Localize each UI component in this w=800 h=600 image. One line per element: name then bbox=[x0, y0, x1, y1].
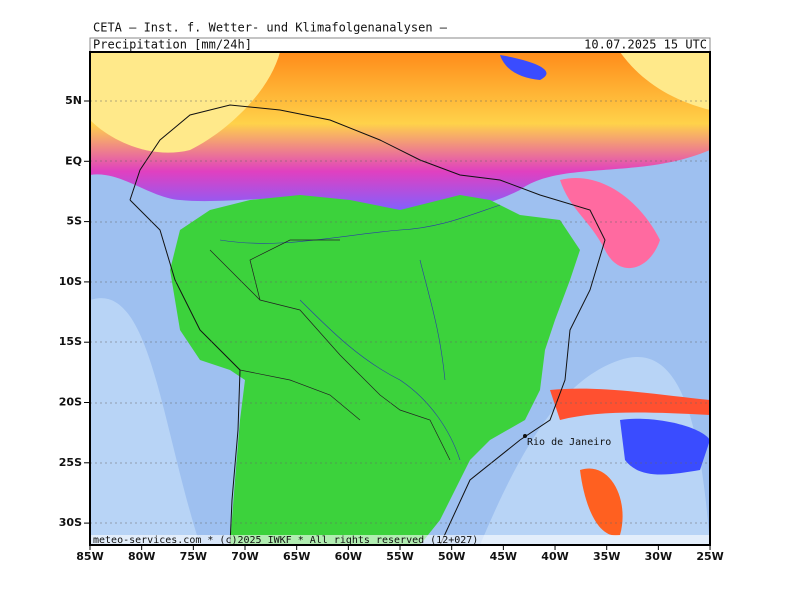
lon-label: 85W bbox=[76, 550, 103, 563]
rivers bbox=[219, 204, 501, 461]
lat-label: 20S bbox=[59, 396, 82, 409]
heavy-rain bbox=[620, 52, 710, 110]
footer-band bbox=[90, 535, 710, 545]
lon-label: 30W bbox=[645, 550, 672, 563]
valid-time: 10.07.2025 15 UTC bbox=[584, 38, 707, 52]
lon-label: 75W bbox=[180, 550, 207, 563]
dry-land bbox=[170, 195, 580, 545]
light-rain bbox=[90, 298, 200, 545]
rain-free-cell bbox=[500, 55, 547, 80]
lon-label: 25W bbox=[696, 550, 723, 563]
header-title: CETA – Inst. f. Wetter- und Klimafolgena… bbox=[93, 21, 448, 35]
heavy-rain bbox=[560, 178, 660, 269]
map-area: Rio de Janeiro meteo-services.com * (c)2… bbox=[90, 52, 710, 546]
axis-labels: 5N EQ 5S 10S 15S 20S 25S 30S 85W 80W 75W 70W 65W 60W 5… bbox=[59, 94, 724, 563]
heavy-rain bbox=[90, 52, 280, 153]
rain-free-cell bbox=[620, 418, 710, 475]
borders bbox=[209, 239, 451, 461]
coastline bbox=[129, 104, 606, 545]
lon-label: 55W bbox=[386, 550, 413, 563]
lon-label: 65W bbox=[283, 550, 310, 563]
lat-label: 30S bbox=[59, 516, 82, 529]
lat-label: 15S bbox=[59, 335, 82, 348]
copyright: meteo-services.com * (c)2025 IWKF * All … bbox=[93, 535, 478, 546]
lon-label: 50W bbox=[438, 550, 465, 563]
lat-label: EQ bbox=[65, 154, 82, 167]
lon-label: 40W bbox=[541, 550, 568, 563]
city-marker bbox=[523, 434, 527, 438]
lat-label: 25S bbox=[59, 456, 82, 469]
field-name: Precipitation [mm/24h] bbox=[93, 38, 252, 52]
lon-label: 35W bbox=[593, 550, 620, 563]
lon-label: 70W bbox=[231, 550, 258, 563]
heavy-rain bbox=[580, 468, 623, 536]
lat-label: 10S bbox=[59, 275, 82, 288]
lon-label: 60W bbox=[335, 550, 362, 563]
lon-label: 45W bbox=[490, 550, 517, 563]
graticule bbox=[90, 100, 710, 524]
lat-label: 5N bbox=[65, 94, 82, 107]
lat-label: 5S bbox=[66, 215, 82, 228]
heavy-rain bbox=[550, 388, 710, 420]
lon-label: 80W bbox=[128, 550, 155, 563]
city-label: Rio de Janeiro bbox=[527, 437, 611, 448]
